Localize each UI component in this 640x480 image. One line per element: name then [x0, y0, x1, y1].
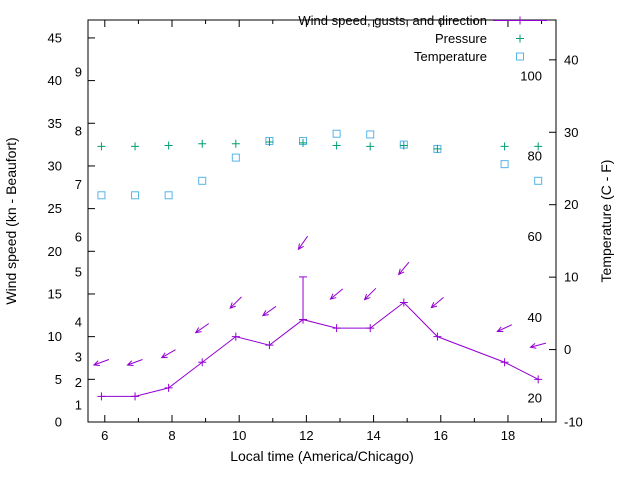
y-right-tick-label: 10 — [564, 270, 578, 285]
y-left-tick-label: 35 — [48, 116, 62, 131]
x-axis: 6 8 10 12 14 16 18 Local time (America/Chicago) — [101, 20, 543, 464]
fahrenheit-label: 20 — [528, 391, 542, 406]
fahrenheit-label: 100 — [520, 68, 542, 83]
x-tick-label: 18 — [501, 428, 515, 443]
y-left-tick-label: 45 — [48, 30, 62, 45]
x-tick-label: 14 — [366, 428, 380, 443]
y-left-tick-label: 25 — [48, 201, 62, 216]
y-left-tick-label: 40 — [48, 73, 62, 88]
x-tick-label: 10 — [232, 428, 246, 443]
beaufort-label: 6 — [75, 229, 82, 244]
y-right-tick-label: -10 — [564, 415, 583, 430]
x-tick-label: 16 — [434, 428, 448, 443]
y-right-tick-label: 30 — [564, 125, 578, 140]
y-right-tick-label: 40 — [564, 52, 578, 67]
y-left-tick-label: 20 — [48, 244, 62, 259]
beaufort-label: 7 — [75, 177, 82, 192]
y-right-axis-label: Temperature (C - F) — [598, 160, 614, 283]
y-right-tick-label: 20 — [564, 197, 578, 212]
y-left-tick-label: 30 — [48, 158, 62, 173]
y-left-tick-label: 5 — [55, 372, 62, 387]
legend-label-wind: Wind speed, gusts, and direction — [298, 13, 487, 28]
beaufort-label: 8 — [75, 123, 82, 138]
legend-label-temperature: Temperature — [414, 49, 487, 64]
y-right-tick-label: 0 — [564, 342, 571, 357]
beaufort-label: 4 — [75, 315, 82, 330]
pressure-series — [97, 138, 543, 153]
beaufort-label: 1 — [75, 397, 82, 412]
y-left-tick-label: 10 — [48, 329, 62, 344]
temperature-series — [97, 129, 543, 200]
legend: Wind speed, gusts, and direction Pressure… — [298, 13, 547, 64]
beaufort-label: 5 — [75, 264, 82, 279]
y-left-tick-label: 15 — [48, 286, 62, 301]
wind-series — [92, 235, 547, 401]
fahrenheit-label: 40 — [528, 310, 542, 325]
y-left-axis-label: Wind speed (kn - Beaufort) — [3, 137, 19, 304]
x-tick-label: 12 — [299, 428, 313, 443]
fahrenheit-label: 80 — [528, 149, 542, 164]
fahrenheit-label: 60 — [528, 229, 542, 244]
y-left-tick-label: 0 — [55, 415, 62, 430]
y-right-axis: -10 0 10 20 30 40 20 40 60 80 100 Temperature (C - … — [520, 52, 614, 429]
x-tick-label: 8 — [168, 428, 175, 443]
plot-border — [87, 19, 557, 423]
x-axis-label: Local time (America/Chicago) — [230, 448, 414, 464]
beaufort-label: 3 — [75, 350, 82, 365]
beaufort-label: 2 — [75, 375, 82, 390]
legend-label-pressure: Pressure — [435, 31, 487, 46]
beaufort-label: 9 — [75, 65, 82, 80]
x-tick-label: 6 — [101, 428, 108, 443]
